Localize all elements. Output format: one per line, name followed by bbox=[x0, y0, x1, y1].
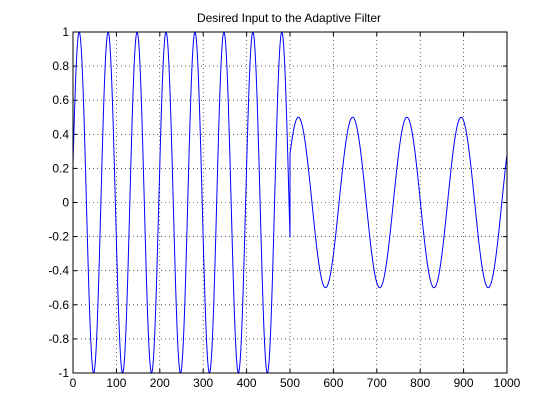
y-tick-label: 0.4 bbox=[52, 127, 69, 141]
series-layer bbox=[72, 30, 508, 375]
x-tick-label: 700 bbox=[367, 376, 387, 390]
y-tick-label: -0.2 bbox=[48, 230, 69, 244]
tick-labels: 0 100 200 300 400 500 600 700 800 900 1000 -1 -0.8 -0… bbox=[48, 25, 520, 390]
y-tick-label: 0 bbox=[62, 196, 69, 210]
x-tick-label: 0 bbox=[70, 376, 77, 390]
x-tick-label: 900 bbox=[454, 376, 474, 390]
plot-border bbox=[72, 31, 508, 374]
x-tick-label: 1000 bbox=[494, 376, 521, 390]
y-tick-label: 1 bbox=[62, 25, 69, 39]
x-tick-label: 200 bbox=[150, 376, 170, 390]
x-tick-label: 600 bbox=[323, 376, 343, 390]
y-tick-label: -0.8 bbox=[48, 332, 69, 346]
y-tick-label: 0.8 bbox=[52, 59, 69, 73]
y-tick-label: -0.6 bbox=[48, 298, 69, 312]
x-tick-label: 100 bbox=[106, 376, 126, 390]
y-tick-label: -0.4 bbox=[48, 264, 69, 278]
y-tick-label: 0.6 bbox=[52, 93, 69, 107]
y-tick-label: 0.2 bbox=[52, 161, 69, 175]
x-tick-label: 400 bbox=[237, 376, 257, 390]
series-line bbox=[72, 30, 508, 375]
x-tick-label: 500 bbox=[280, 376, 300, 390]
x-tick-label: 800 bbox=[410, 376, 430, 390]
y-tick-label: -1 bbox=[58, 366, 69, 380]
x-tick-label: 300 bbox=[193, 376, 213, 390]
chart-title: Desired Input to the Adaptive Filter bbox=[197, 11, 381, 25]
